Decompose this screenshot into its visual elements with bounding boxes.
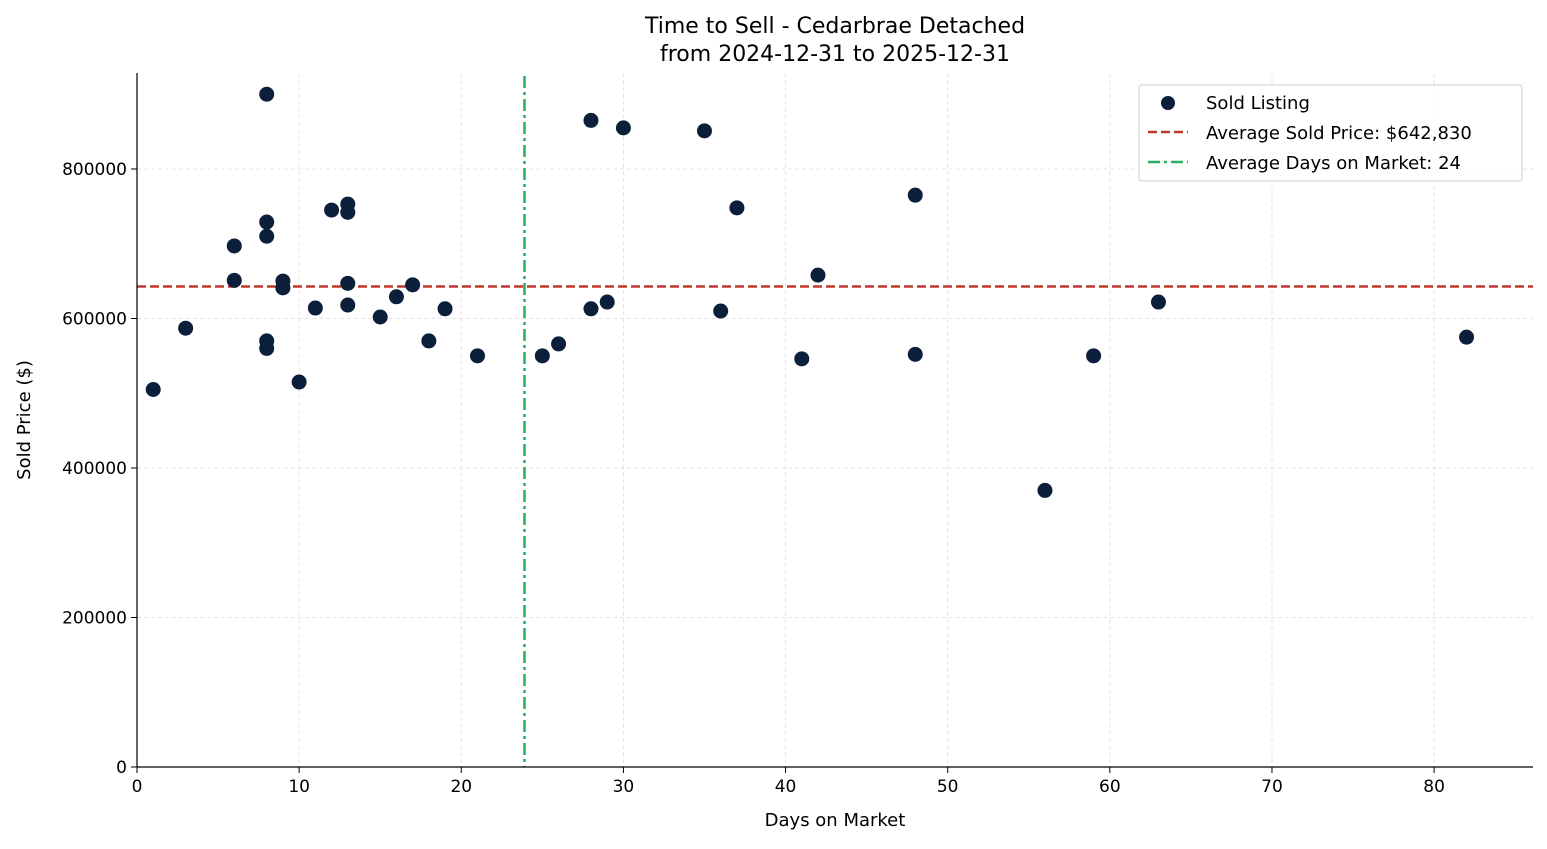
legend-label-avg-days: Average Days on Market: 24 <box>1206 153 1461 174</box>
legend-label-avg-price: Average Sold Price: $642,830 <box>1206 123 1472 144</box>
y-tick-label: 600000 <box>62 309 127 329</box>
data-point <box>907 187 923 203</box>
data-point <box>307 300 323 316</box>
x-tick-label: 30 <box>613 777 635 797</box>
legend-box <box>1138 84 1523 182</box>
data-point <box>259 214 275 230</box>
data-point <box>551 336 567 352</box>
data-point <box>340 275 356 291</box>
data-point <box>583 112 599 128</box>
data-point <box>324 202 340 218</box>
data-point <box>275 280 291 296</box>
x-tick-label: 0 <box>132 777 143 797</box>
data-point <box>907 346 923 362</box>
x-tick-label: 10 <box>288 777 310 797</box>
y-tick-label: 400000 <box>62 459 127 479</box>
data-point <box>713 303 729 319</box>
data-point <box>421 333 437 349</box>
data-point <box>340 204 356 220</box>
data-point <box>729 200 745 216</box>
y-axis-label: Sold Price ($) <box>14 360 35 480</box>
x-tick-label: 40 <box>775 777 797 797</box>
y-tick-label: 200000 <box>62 608 127 628</box>
legend: Sold Listing Average Sold Price: $642,83… <box>1138 84 1523 182</box>
data-point <box>372 309 388 325</box>
chart-subtitle: from 2024-12-31 to 2025-12-31 <box>660 42 1010 67</box>
data-point <box>794 351 810 367</box>
data-point <box>405 277 421 293</box>
data-point <box>583 301 599 317</box>
data-point <box>291 374 307 390</box>
data-point <box>226 272 242 288</box>
x-tick-label: 70 <box>1261 777 1283 797</box>
x-tick-label: 20 <box>450 777 472 797</box>
chart-title: Time to Sell - Cedarbrae Detached <box>644 14 1025 39</box>
x-tick-label: 50 <box>937 777 959 797</box>
data-point <box>534 348 550 364</box>
data-point <box>437 301 453 317</box>
data-point <box>145 382 161 398</box>
data-point <box>810 267 826 283</box>
data-point <box>259 86 275 102</box>
data-point <box>178 320 194 336</box>
y-tick-label: 0 <box>116 758 127 778</box>
x-tick-label: 60 <box>1099 777 1121 797</box>
data-point <box>388 289 404 305</box>
x-axis-label: Days on Market <box>765 810 906 831</box>
data-point <box>599 294 615 310</box>
y-tick-label: 800000 <box>62 160 127 180</box>
data-point <box>259 228 275 244</box>
data-point <box>469 348 485 364</box>
data-point <box>1037 482 1053 498</box>
legend-marker-sold <box>1161 96 1175 110</box>
x-tick-label: 80 <box>1423 777 1445 797</box>
data-point <box>1150 294 1166 310</box>
data-point <box>340 297 356 313</box>
data-point <box>696 123 712 139</box>
data-point <box>615 120 631 136</box>
legend-label-sold: Sold Listing <box>1206 93 1310 114</box>
data-point <box>259 340 275 356</box>
data-point <box>1459 329 1475 345</box>
data-point <box>226 238 242 254</box>
data-point <box>1086 348 1102 364</box>
